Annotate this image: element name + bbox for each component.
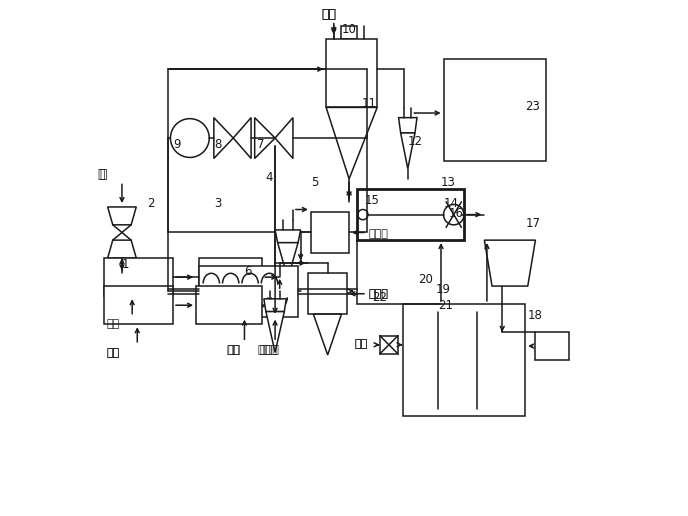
Polygon shape (400, 133, 415, 169)
Text: 氧气: 氧气 (107, 319, 120, 329)
Text: 合成气: 合成气 (260, 345, 279, 355)
Polygon shape (233, 118, 251, 158)
Bar (199, 258, 262, 296)
Text: 氧气: 氧气 (228, 345, 241, 355)
Text: 泥浆: 泥浆 (321, 8, 336, 21)
Text: 1: 1 (122, 258, 129, 271)
Polygon shape (214, 118, 233, 158)
Text: 17: 17 (525, 217, 540, 230)
Text: 9: 9 (173, 138, 180, 151)
Text: 22: 22 (372, 291, 387, 304)
Text: 2: 2 (147, 197, 155, 209)
Text: 15: 15 (365, 194, 379, 207)
Text: 23: 23 (525, 100, 540, 112)
Bar (402, 304, 525, 416)
Bar (199, 266, 298, 317)
Text: 11: 11 (362, 97, 377, 110)
Text: 合成气: 合成气 (257, 345, 277, 355)
Bar (104, 258, 173, 296)
Text: 空气: 空气 (354, 339, 367, 349)
Text: 13: 13 (441, 176, 456, 189)
Polygon shape (313, 314, 341, 355)
Text: 4: 4 (265, 171, 272, 184)
Polygon shape (326, 107, 377, 179)
Text: 空气: 空气 (354, 339, 367, 349)
Polygon shape (275, 230, 301, 243)
Text: 20: 20 (418, 273, 433, 286)
Polygon shape (341, 26, 357, 39)
Text: 氧气: 氧气 (107, 348, 120, 358)
Text: 18: 18 (528, 309, 543, 322)
Polygon shape (398, 118, 417, 133)
Text: 冷凝液: 冷凝液 (369, 289, 389, 299)
Text: 14: 14 (444, 197, 458, 209)
Text: 12: 12 (408, 135, 423, 148)
Polygon shape (107, 207, 136, 225)
Bar (104, 286, 173, 325)
Text: 5: 5 (311, 176, 318, 189)
Text: 3: 3 (214, 197, 222, 209)
Text: 21: 21 (438, 299, 453, 312)
Text: 6: 6 (244, 265, 252, 279)
Bar (168, 69, 367, 233)
Bar (380, 335, 398, 354)
Polygon shape (107, 240, 136, 258)
Text: 冷凝液: 冷凝液 (369, 289, 389, 299)
Polygon shape (308, 273, 347, 314)
Text: 煤: 煤 (98, 168, 105, 182)
Bar (311, 212, 349, 253)
Text: 氧气: 氧气 (107, 348, 120, 358)
Text: 泥浆: 泥浆 (321, 8, 336, 21)
Text: 煤: 煤 (99, 168, 107, 182)
Text: 10: 10 (341, 23, 356, 36)
Bar (357, 189, 464, 240)
Polygon shape (264, 299, 286, 312)
Text: 16: 16 (449, 207, 464, 220)
Text: 8: 8 (214, 138, 222, 151)
Text: 19: 19 (436, 283, 451, 296)
Polygon shape (255, 118, 275, 158)
Text: 冷凝液: 冷凝液 (369, 229, 389, 238)
Text: 7: 7 (257, 138, 265, 151)
Polygon shape (326, 39, 377, 107)
Text: 氧气: 氧气 (226, 345, 240, 355)
Polygon shape (278, 243, 298, 279)
Polygon shape (275, 118, 293, 158)
Polygon shape (484, 240, 535, 286)
Bar (444, 59, 546, 161)
Bar (196, 286, 262, 325)
Polygon shape (266, 312, 284, 352)
Bar (535, 332, 568, 360)
